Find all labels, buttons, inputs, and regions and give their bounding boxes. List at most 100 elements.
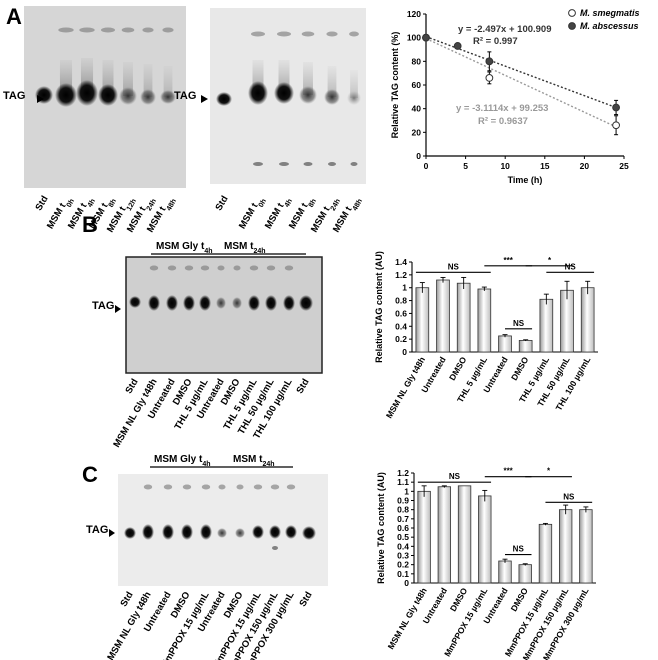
bar <box>417 490 431 584</box>
y-tick-label: 0.6 <box>397 523 409 533</box>
y-axis-title: Relative TAG content (AU) <box>374 251 384 363</box>
tlc-spot <box>235 528 245 538</box>
tlc-upper-band <box>143 484 153 490</box>
tlc-upper-band <box>236 484 244 490</box>
tlc-spot <box>324 89 340 105</box>
tlc-spot <box>76 80 98 106</box>
y-tick-label: 0 <box>416 151 421 161</box>
significance-label: NS <box>513 319 525 328</box>
tlc-spot <box>248 81 268 105</box>
legend-marker-smegmatis <box>568 9 576 17</box>
y-tick-label: 60 <box>412 80 422 90</box>
x-tick-label: 25 <box>619 161 629 171</box>
bar <box>436 279 450 353</box>
tlc-spot <box>183 295 195 311</box>
y-tick-label: 120 <box>407 9 421 19</box>
y-tick-label: 0.6 <box>395 308 407 318</box>
tlc-b-group1-label: MSM Gly t4h <box>156 241 213 255</box>
tlc-upper-band <box>349 31 359 37</box>
tlc-spot <box>274 82 294 104</box>
x-axis-title: Time (h) <box>508 175 543 185</box>
tlc-upper-band <box>277 31 291 37</box>
tlc-spot <box>265 295 277 311</box>
tlc-lower-band <box>272 546 278 550</box>
y-tick-label: 0.7 <box>397 514 409 524</box>
tlc-b-group-labels: MSM Gly t4h MSM t24h <box>151 241 306 255</box>
x-category-label: DMSO <box>447 355 469 382</box>
tlc-upper-band <box>284 265 294 271</box>
x-category-label: DMSO <box>448 586 470 613</box>
tlc-upper-band <box>182 484 192 490</box>
panel-letter-a: A <box>6 4 22 29</box>
tlc-upper-band <box>163 484 173 490</box>
tlc-spot <box>347 91 361 105</box>
y-tick-label: 0.4 <box>397 541 409 551</box>
y-axis-title: Relative TAG content (AU) <box>376 472 386 584</box>
y-tick-label: 100 <box>407 33 421 43</box>
tlc-upper-band <box>251 31 265 37</box>
bar <box>539 298 554 353</box>
tag-arrow-a1 <box>37 95 44 103</box>
tlc-upper-band <box>149 265 159 271</box>
tlc-lane-label: MSM t0h <box>237 194 268 233</box>
x-tick-label: 10 <box>500 161 510 171</box>
thl-bar-chart: 0 0.2 0.4 0.6 0.8 1 1.2 1.4 Relative TAG content… <box>374 251 598 420</box>
bar <box>478 495 492 584</box>
tlc-spot <box>216 297 226 309</box>
bar <box>477 288 492 353</box>
tlc-spot <box>269 525 281 539</box>
y-tick-label: 0.5 <box>397 532 409 542</box>
significance-label: *** <box>504 256 514 265</box>
y-axis-title: Relative TAG content (%) <box>390 32 400 139</box>
trendline <box>425 37 617 128</box>
tlc-upper-band <box>266 265 276 271</box>
tlc-spot <box>217 528 227 538</box>
tlc-upper-band <box>217 265 225 271</box>
significance-label: NS <box>449 472 461 481</box>
tlc-smear <box>163 66 173 97</box>
tlc-upper-band <box>79 27 95 33</box>
x-tick-label: 0 <box>424 161 429 171</box>
tlc-upper-band <box>162 27 174 33</box>
tlc-smear <box>252 60 264 93</box>
tlc-spot <box>299 86 317 104</box>
tlc-spot <box>160 90 176 104</box>
tlc-smear <box>123 62 133 96</box>
data-point <box>485 57 494 66</box>
significance-label: * <box>548 256 552 265</box>
tlc-upper-band <box>200 265 210 271</box>
tlc-spot <box>248 295 260 311</box>
tlc-upper-band <box>218 484 226 490</box>
bar <box>456 282 471 353</box>
tlc-spot <box>142 524 154 540</box>
x-category-label: DMSO <box>509 586 531 613</box>
significance-label: NS <box>513 545 525 554</box>
tlc-c-group1-label: MSM Gly t4h <box>154 454 211 468</box>
tlc-spot <box>302 526 316 540</box>
mmppox-bar-chart: 00.10.20.30.40.50.60.70.80.911.11.2 Relat… <box>376 467 596 660</box>
data-point <box>485 74 494 82</box>
tlc-lane-label: Std <box>213 194 230 213</box>
tlc-spot <box>148 295 160 311</box>
tlc-smear <box>278 60 290 93</box>
tlc-spot <box>181 524 193 540</box>
panel-letter-b: B <box>82 212 98 237</box>
tlc-lane-label: Std <box>297 590 314 609</box>
tlc-upper-band <box>201 484 211 490</box>
tlc-c-group-labels: MSM Gly t4h MSM t24h <box>150 454 293 468</box>
x-tick-label: 5 <box>463 161 468 171</box>
tlc-lane-label: Std <box>118 590 135 609</box>
y-tick-label: 1 <box>402 283 407 293</box>
data-point <box>612 121 620 130</box>
x-category-label: DMSO <box>509 355 531 382</box>
tlc-spot <box>124 527 136 539</box>
tlc-lane-label: Std <box>123 377 140 396</box>
tlc-upper-band <box>249 265 259 271</box>
y-tick-label: 80 <box>412 56 422 66</box>
bar <box>415 287 430 353</box>
y-tick-label: 0 <box>402 347 407 357</box>
tlc-upper-band <box>326 31 338 37</box>
tlc-spot <box>232 297 242 309</box>
